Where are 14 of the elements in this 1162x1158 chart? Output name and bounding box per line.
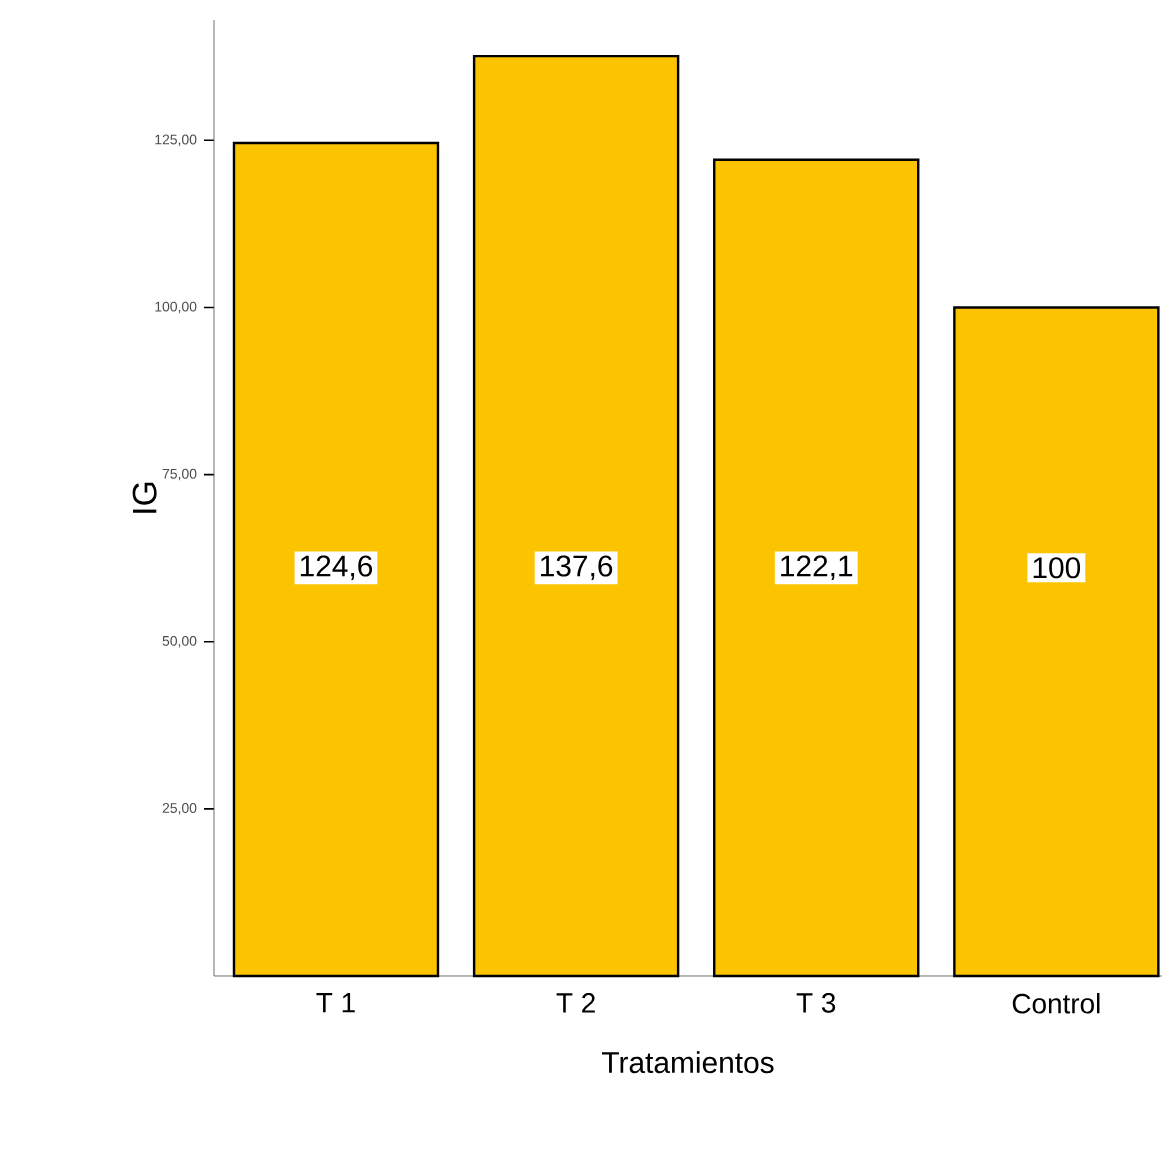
x-tick-label: T 3 (796, 993, 836, 1013)
x-axis-title: Tratamientos (602, 1051, 774, 1074)
x-tick-label: T 2 (556, 993, 595, 1013)
data-label: 122,1 (781, 555, 853, 581)
x-tick-label: T 1 (316, 993, 355, 1013)
x-tick-label: Control (1012, 993, 1100, 1014)
bar (713, 158, 920, 978)
data-label: 100 (1033, 557, 1081, 579)
y-axis-title: IG (132, 482, 157, 513)
data-label: 137,6 (540, 555, 613, 581)
bar (953, 306, 1160, 978)
data-label: 124,6 (300, 555, 373, 581)
bar (472, 54, 680, 978)
bar (232, 141, 440, 978)
